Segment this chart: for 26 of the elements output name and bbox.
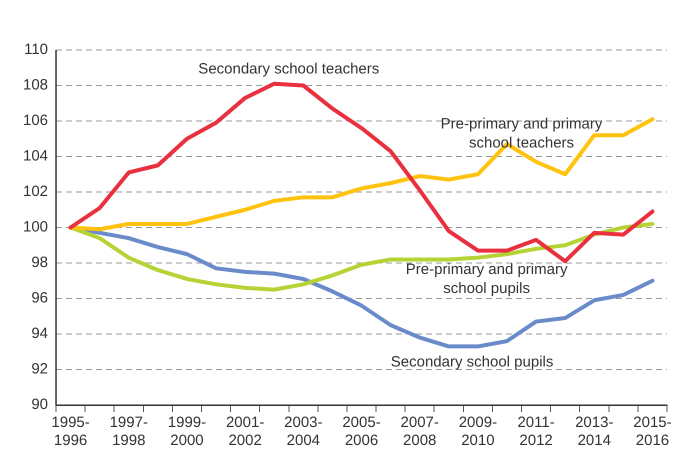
y-tick-label: 108: [22, 76, 48, 94]
x-tick-label: 2005-2006: [342, 414, 381, 450]
x-tick-label: 1997-1998: [110, 414, 148, 450]
series-label: Pre-primary and primary school pupils: [406, 261, 568, 298]
series-label: Pre-primary and primary school teachers: [440, 116, 603, 152]
series-label: Secondary school teachers: [198, 60, 380, 78]
y-tick-label: 110: [24, 41, 48, 58]
y-tick-label: 106: [22, 112, 48, 130]
x-tick-label: 2009-2010: [458, 414, 498, 450]
x-tick-label: 2011-2012: [517, 414, 555, 450]
y-tick-label: 92: [31, 360, 48, 378]
x-tick-label: 2015-2016: [633, 414, 672, 450]
x-tick-label: 2003-2004: [284, 414, 323, 450]
y-tick-label: 102: [22, 183, 48, 200]
y-tick-label: 94: [31, 325, 48, 342]
x-tick-label: 2013-2014: [575, 414, 614, 450]
y-tick-label: 96: [31, 290, 48, 307]
y-tick-label: 104: [22, 148, 48, 165]
x-tick-label: 2007-2008: [400, 414, 439, 450]
y-tick-label: 100: [22, 218, 48, 236]
series-label: Secondary school pupils: [390, 354, 554, 371]
y-tick-label: 90: [31, 396, 48, 414]
x-tick-label: 2001-2002: [226, 414, 264, 450]
x-tick-label: 1999-2000: [168, 414, 206, 450]
y-tick-label: 98: [31, 254, 48, 272]
x-tick-label: 1995-1996: [51, 414, 90, 450]
